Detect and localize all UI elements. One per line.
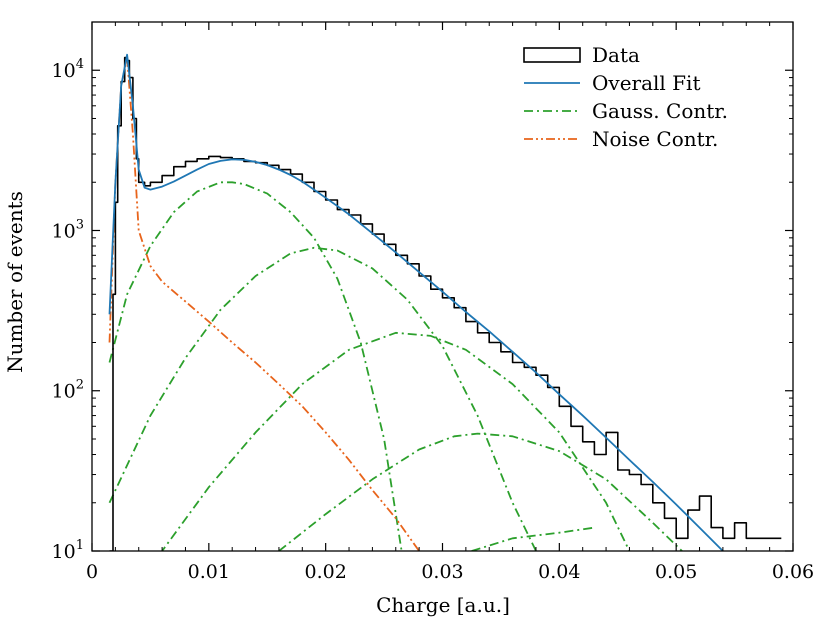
- x-tick-label: 0: [86, 561, 98, 583]
- series-gauss-contr-4: [278, 432, 683, 551]
- legend-label-data: Data: [592, 43, 640, 67]
- x-tick-label: 0.06: [772, 561, 814, 583]
- series-gauss-contr-2: [108, 246, 537, 551]
- axes: 0 0.01 0.02 0.03 0.04 0.05 0.06 101 102 103 104: [52, 21, 814, 583]
- series-data: [109, 56, 782, 551]
- x-tick-label: 0.05: [655, 561, 697, 583]
- x-tick-label: 0.02: [305, 561, 347, 583]
- legend-label-gauss-contr: Gauss. Contr.: [592, 99, 728, 123]
- series-gauss-contr-1: [108, 181, 403, 551]
- legend-label-noise-contr: Noise Contr.: [592, 127, 718, 151]
- x-tick-label: 0.04: [538, 561, 580, 583]
- legend-label-overall-fit: Overall Fit: [592, 71, 700, 95]
- series-noise-contr: [108, 56, 420, 551]
- legend: Data Overall Fit Gauss. Contr. Noise Contr.: [523, 43, 728, 151]
- y-tick-label: 103: [52, 217, 84, 242]
- series-overall-fit: [108, 53, 724, 551]
- y-tick-label: 101: [52, 538, 84, 563]
- x-tick-label: 0.01: [188, 561, 230, 583]
- x-tick-label: 0.03: [421, 561, 463, 583]
- plot-area: [108, 53, 782, 551]
- series-gauss-contr-5: [471, 526, 595, 551]
- series-gauss-contr-3: [161, 331, 631, 551]
- y-tick-label: 104: [52, 57, 84, 82]
- y-tick-label: 102: [52, 378, 84, 403]
- y-axis-title: Number of events: [3, 191, 27, 373]
- x-axis-title: Charge [a.u.]: [376, 593, 510, 617]
- legend-swatch-data: [523, 47, 581, 63]
